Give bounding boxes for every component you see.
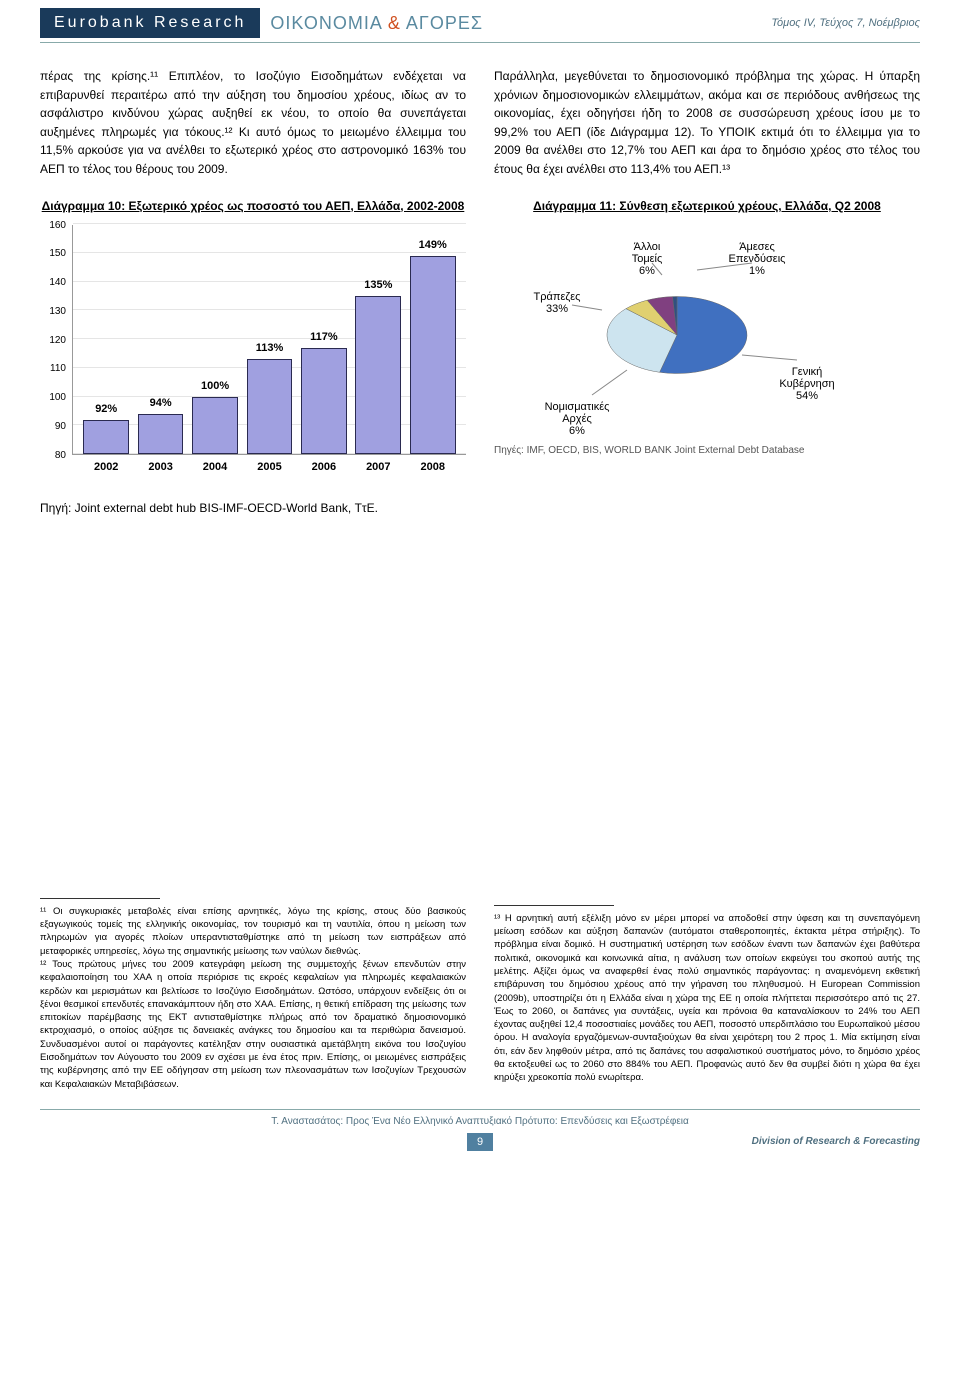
y-tick: 160 xyxy=(40,217,66,233)
x-label: 2007 xyxy=(355,459,401,476)
footnote-13: ¹³ Η αρνητική αυτή εξέλιξη μόνο εν μέρει… xyxy=(494,912,920,1085)
bar-2003: 94% xyxy=(138,395,184,454)
y-tick: 130 xyxy=(40,304,66,320)
pie-label: Επενδύσεις xyxy=(729,253,786,265)
bar xyxy=(138,414,184,454)
brand-amp: & xyxy=(388,13,406,33)
chart11-title: Διάγραμμα 11: Σύνθεση εξωτερικού χρέους,… xyxy=(494,197,920,216)
footer: Τ. Αναστασάτος: Προς Ένα Νέο Ελληνικό Αν… xyxy=(40,1109,920,1151)
left-column: πέρας της κρίσης.¹¹ Επιπλέον, το Ισοζύγι… xyxy=(40,67,466,518)
pie-label: Άλλοι xyxy=(634,241,661,253)
bar xyxy=(355,296,401,454)
bar xyxy=(247,359,293,454)
x-label: 2005 xyxy=(247,459,293,476)
bar-2004: 100% xyxy=(192,378,238,455)
pie-label: 6% xyxy=(569,425,585,435)
chart10-bar-chart: 809010011012013014015016092%94%100%113%1… xyxy=(40,225,466,485)
bar-value-label: 113% xyxy=(256,340,284,357)
chart11-source: Πηγές: IMF, OECD, BIS, WORLD BANK Joint … xyxy=(494,443,920,459)
page-number: 9 xyxy=(467,1133,493,1151)
x-label: 2008 xyxy=(410,459,456,476)
bar-value-label: 94% xyxy=(150,395,172,412)
pie-label: Κυβέρνηση xyxy=(779,378,834,390)
pie-label: Τράπεζες xyxy=(534,291,581,303)
right-paragraph: Παράλληλα, μεγεθύνεται το δημοσιονομικό … xyxy=(494,67,920,179)
left-paragraph: πέρας της κρίσης.¹¹ Επιπλέον, το Ισοζύγι… xyxy=(40,67,466,179)
pie-label: 6% xyxy=(639,265,655,277)
pie-label: Νομισματικές xyxy=(545,401,610,413)
y-tick: 90 xyxy=(40,419,66,435)
header-bar: Eurobank Research ΟΙΚΟΝΟΜΙΑ & ΑΓΟΡΕΣ Τόμ… xyxy=(40,0,920,43)
right-column: Παράλληλα, μεγεθύνεται το δημοσιονομικό … xyxy=(494,67,920,518)
bar-value-label: 100% xyxy=(201,378,229,395)
x-label: 2004 xyxy=(192,459,238,476)
footnote-separator-right xyxy=(494,905,614,906)
pie-label: 54% xyxy=(796,390,818,402)
chart10-title: Διάγραμμα 10: Εξωτερικό χρέος ως ποσοστό… xyxy=(40,197,466,216)
footnotes-left: ¹¹ Οι συγκυριακές μεταβολές είναι επίσης… xyxy=(40,905,466,1091)
bar-value-label: 92% xyxy=(95,401,117,418)
footnote-12: ¹² Τους πρώτους μήνες του 2009 κατεγράφη… xyxy=(40,958,466,1091)
bar-2002: 92% xyxy=(83,401,129,455)
bar-2006: 117% xyxy=(301,329,347,454)
bar-2008: 149% xyxy=(410,237,456,454)
footnotes-right: ¹³ Η αρνητική αυτή εξέλιξη μόνο εν μέρει… xyxy=(494,905,920,1091)
x-label: 2006 xyxy=(301,459,347,476)
y-tick: 100 xyxy=(40,390,66,406)
division-label: Division of Research & Forecasting xyxy=(493,1136,920,1147)
bar-value-label: 117% xyxy=(310,329,338,346)
pie-label: Αρχές xyxy=(562,413,592,425)
pie-label: Γενική xyxy=(792,366,823,378)
y-tick: 110 xyxy=(40,361,66,377)
footnotes: ¹¹ Οι συγκυριακές μεταβολές είναι επίσης… xyxy=(40,905,920,1091)
pie-label: Άμεσες xyxy=(739,241,775,253)
y-tick: 140 xyxy=(40,275,66,291)
footnote-11: ¹¹ Οι συγκυριακές μεταβολές είναι επίσης… xyxy=(40,905,466,958)
body-columns: πέρας της κρίσης.¹¹ Επιπλέον, το Ισοζύγι… xyxy=(40,67,920,518)
x-label: 2002 xyxy=(83,459,129,476)
footer-citation: Τ. Αναστασάτος: Προς Ένα Νέο Ελληνικό Αν… xyxy=(271,1116,689,1127)
bar-2005: 113% xyxy=(247,340,293,454)
pie-label: 1% xyxy=(749,265,765,277)
bar xyxy=(192,397,238,455)
chart10-source: Πηγή: Joint external debt hub BIS-IMF-OE… xyxy=(40,499,466,518)
y-tick: 120 xyxy=(40,332,66,348)
brand-b: ΑΓΟΡΕΣ xyxy=(406,13,483,33)
bar-value-label: 149% xyxy=(419,237,447,254)
pie-label: Τομείς xyxy=(632,253,663,265)
pie-label: 33% xyxy=(546,303,568,315)
bar-2007: 135% xyxy=(355,277,401,454)
footnote-separator xyxy=(40,898,160,899)
bar xyxy=(83,420,129,455)
brand-a: ΟΙΚΟΝΟΜΙΑ xyxy=(270,13,387,33)
y-tick: 150 xyxy=(40,246,66,262)
chart11-pie-chart: Τράπεζες33%ΆλλοιΤομείς6%ΆμεσεςΕπενδύσεις… xyxy=(494,225,920,435)
x-label: 2003 xyxy=(138,459,184,476)
brand-subtitle: ΟΙΚΟΝΟΜΙΑ & ΑΓΟΡΕΣ xyxy=(270,13,483,34)
bar-value-label: 135% xyxy=(364,277,392,294)
bar xyxy=(301,348,347,454)
issue-label: Τόμος IV, Τεύχος 7, Νοέμβριος xyxy=(771,17,920,29)
bar xyxy=(410,256,456,454)
y-tick: 80 xyxy=(40,447,66,463)
brand-block: Eurobank Research xyxy=(40,8,260,38)
